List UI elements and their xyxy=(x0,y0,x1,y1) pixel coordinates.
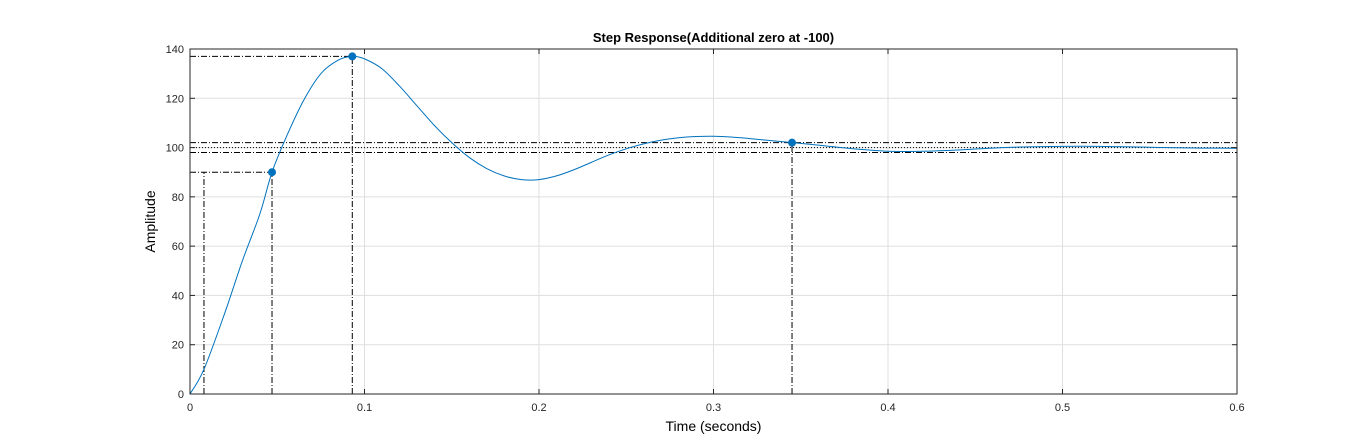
characteristic-markers xyxy=(268,52,797,177)
x-tick-label: 0 xyxy=(187,402,193,414)
y-tick-label: 140 xyxy=(166,44,184,56)
y-tick-label: 40 xyxy=(172,290,184,302)
x-tick-label: 0.3 xyxy=(706,402,721,414)
axis-ticks: 0 0.1 0.2 0.3 0.4 0.5 0.6 0 20 40 60 80 100 120 140 xyxy=(166,44,1245,414)
grid-lines xyxy=(190,49,1237,394)
y-tick-label: 0 xyxy=(178,389,184,401)
y-tick-label: 120 xyxy=(166,93,184,105)
x-tick-label: 0.4 xyxy=(880,402,895,414)
step-response-line xyxy=(189,55,1238,395)
y-axis-label: Amplitude xyxy=(142,190,158,252)
y-tick-label: 20 xyxy=(172,340,184,352)
x-tick-label: 0.5 xyxy=(1055,402,1070,414)
peak-marker xyxy=(348,52,357,61)
x-tick-label: 0.6 xyxy=(1229,402,1244,414)
y-tick-label: 60 xyxy=(172,241,184,253)
y-tick-label: 80 xyxy=(172,192,184,204)
rise-time-marker xyxy=(268,168,277,177)
series-layer xyxy=(189,55,1238,395)
y-tick-label: 100 xyxy=(166,143,184,155)
settling-time-marker xyxy=(788,138,797,147)
x-axis-label: Time (seconds) xyxy=(666,418,762,434)
characteristic-reference-lines xyxy=(190,55,1237,394)
x-tick-label: 0.2 xyxy=(531,402,546,414)
x-tick-label: 0.1 xyxy=(357,402,372,414)
chart-title: Step Response(Additional zero at -100) xyxy=(593,30,834,45)
